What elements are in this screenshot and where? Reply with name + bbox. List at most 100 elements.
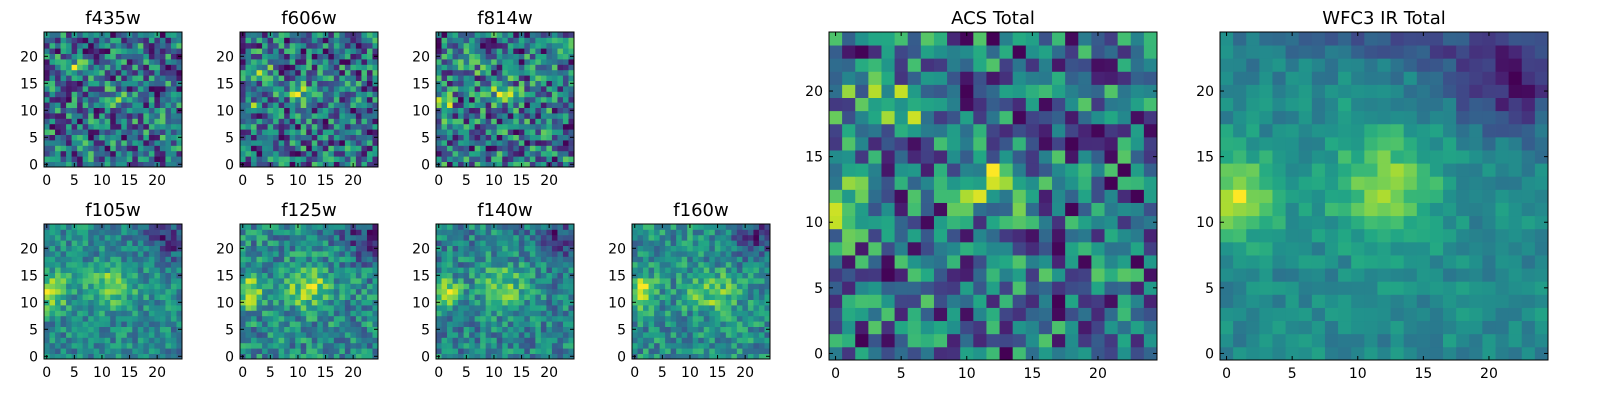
heatmap-cell bbox=[159, 129, 166, 135]
heatmap-cell bbox=[562, 256, 569, 263]
heatmap-cell bbox=[60, 96, 67, 103]
heatmap-cell bbox=[99, 156, 106, 162]
heatmap-cell bbox=[947, 150, 961, 164]
heatmap-cell bbox=[322, 113, 329, 119]
heatmap-cell bbox=[546, 42, 553, 49]
heatmap-cell bbox=[262, 113, 268, 119]
heatmap-cell bbox=[681, 353, 688, 360]
heatmap-cell bbox=[311, 75, 318, 81]
heatmap-cell bbox=[999, 163, 1014, 177]
heatmap-cell bbox=[93, 267, 100, 273]
heatmap-cell bbox=[273, 288, 280, 295]
heatmap-cell bbox=[44, 123, 50, 130]
heatmap-cell bbox=[436, 102, 442, 108]
heatmap-cell bbox=[829, 307, 843, 322]
heatmap-cell bbox=[546, 129, 553, 135]
heatmap-cell bbox=[55, 234, 61, 241]
heatmap-cell bbox=[637, 332, 644, 338]
heatmap-cell bbox=[637, 326, 644, 333]
heatmap-cell bbox=[441, 42, 448, 49]
heatmap-cell bbox=[126, 91, 133, 98]
heatmap-cell bbox=[66, 348, 72, 354]
heatmap-cell bbox=[720, 315, 727, 322]
heatmap-cell bbox=[692, 326, 699, 333]
heatmap-cell bbox=[170, 161, 177, 168]
heatmap-cell bbox=[725, 326, 732, 333]
heatmap-cell bbox=[344, 272, 351, 279]
y-tick-label: 0 bbox=[421, 157, 430, 173]
heatmap-cell bbox=[452, 32, 459, 38]
heatmap-cell bbox=[361, 288, 368, 295]
heatmap-cell bbox=[480, 53, 487, 60]
x-tick-label: 0 bbox=[238, 365, 247, 381]
heatmap-cell bbox=[507, 48, 514, 54]
heatmap-cell bbox=[60, 161, 67, 168]
heatmap-cell bbox=[469, 107, 476, 114]
y-tick-label: 10 bbox=[20, 295, 38, 311]
heatmap-cell bbox=[372, 321, 379, 327]
heatmap-cell bbox=[300, 229, 307, 236]
heatmap-cell bbox=[328, 229, 335, 236]
heatmap-cell bbox=[328, 161, 335, 168]
heatmap-cell bbox=[137, 59, 144, 65]
heatmap-cell bbox=[513, 150, 520, 157]
heatmap-cell bbox=[1052, 163, 1066, 177]
heatmap-cell bbox=[557, 342, 564, 349]
heatmap-cell bbox=[474, 64, 481, 71]
heatmap-cell bbox=[458, 102, 464, 108]
heatmap-cell bbox=[240, 150, 246, 157]
heatmap-cell bbox=[637, 224, 644, 230]
heatmap-cell bbox=[132, 299, 139, 306]
heatmap-cell bbox=[731, 342, 738, 349]
heatmap-cell bbox=[267, 102, 274, 108]
heatmap-cell bbox=[491, 69, 498, 76]
heatmap-cell bbox=[295, 80, 302, 87]
heatmap-cell bbox=[262, 294, 268, 300]
heatmap-cell bbox=[463, 37, 470, 44]
heatmap-cell bbox=[55, 107, 61, 114]
heatmap-cell bbox=[49, 278, 56, 284]
heatmap-cell bbox=[300, 96, 307, 103]
heatmap-cell bbox=[104, 118, 111, 125]
heatmap-cell bbox=[333, 272, 340, 279]
heatmap-cell bbox=[110, 123, 117, 130]
heatmap-cell bbox=[71, 102, 78, 108]
heatmap-cell bbox=[524, 278, 531, 284]
heatmap-cell bbox=[88, 261, 95, 268]
heatmap-cell bbox=[71, 310, 78, 317]
heatmap-cell bbox=[637, 261, 644, 268]
heatmap-cell bbox=[289, 42, 296, 49]
heatmap-cell bbox=[709, 288, 716, 295]
heatmap-cell bbox=[485, 91, 492, 98]
heatmap-cell bbox=[88, 229, 95, 236]
heatmap-cell bbox=[55, 224, 61, 230]
heatmap-cell bbox=[267, 129, 274, 135]
heatmap-cell bbox=[546, 140, 553, 146]
heatmap-cell bbox=[469, 102, 476, 108]
heatmap-cell bbox=[93, 69, 100, 76]
heatmap-cell bbox=[132, 337, 139, 344]
heatmap-cell bbox=[447, 256, 453, 263]
heatmap-cell bbox=[1065, 189, 1079, 203]
heatmap-cell bbox=[665, 337, 672, 344]
heatmap-cell bbox=[540, 353, 547, 360]
heatmap-cell bbox=[55, 64, 61, 71]
heatmap-cell bbox=[447, 315, 453, 322]
heatmap-cell bbox=[463, 96, 470, 103]
heatmap-cell bbox=[328, 91, 335, 98]
heatmap-cell bbox=[317, 348, 324, 354]
heatmap-cell bbox=[262, 145, 268, 152]
heatmap-cell bbox=[447, 321, 453, 327]
heatmap-cell bbox=[973, 307, 987, 322]
heatmap-cell bbox=[665, 272, 672, 279]
heatmap-cell bbox=[317, 288, 324, 295]
heatmap-cell bbox=[165, 140, 172, 146]
heatmap-cell bbox=[881, 228, 895, 243]
heatmap-cell bbox=[742, 245, 749, 252]
heatmap-cell bbox=[245, 240, 252, 246]
heatmap-cell bbox=[132, 96, 139, 103]
heatmap-cell bbox=[535, 332, 542, 338]
heatmap-cell bbox=[110, 150, 117, 157]
heatmap-cell bbox=[132, 69, 139, 76]
heatmap-cell bbox=[698, 299, 705, 306]
